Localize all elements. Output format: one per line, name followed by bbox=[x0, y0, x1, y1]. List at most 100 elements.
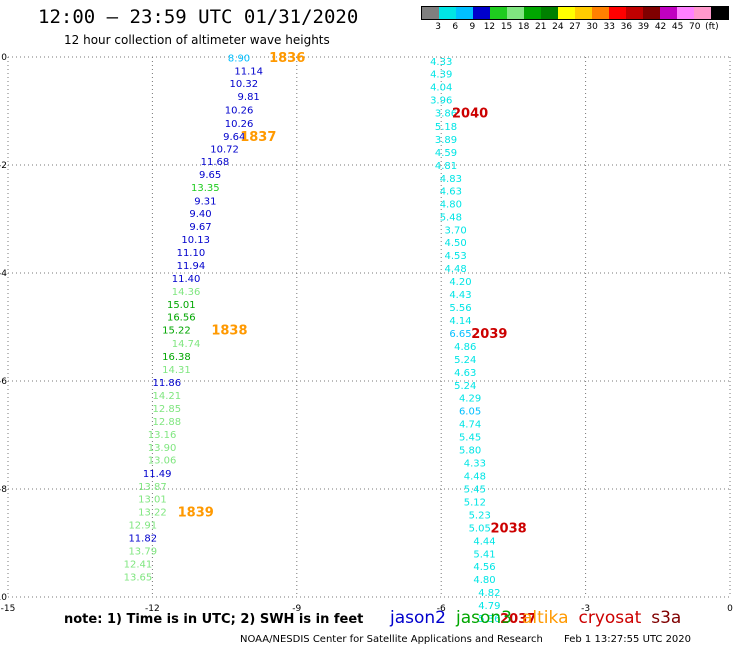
wave-height-point: 4.14 bbox=[449, 316, 471, 327]
wave-height-point: 10.13 bbox=[181, 235, 210, 246]
mission-legend-item: s3a bbox=[651, 608, 682, 628]
color-swatch bbox=[694, 7, 711, 19]
wave-height-point: 5.18 bbox=[435, 122, 457, 133]
y-tick-label: 0 bbox=[1, 53, 7, 63]
color-swatch bbox=[711, 7, 728, 19]
wave-height-point: 5.80 bbox=[459, 446, 481, 457]
wave-height-point: 11.10 bbox=[177, 248, 206, 259]
color-swatch bbox=[524, 7, 541, 19]
color-scale-tick: 70 bbox=[689, 22, 701, 32]
wave-height-point: 4.74 bbox=[459, 420, 481, 431]
wave-height-point: 5.45 bbox=[459, 433, 481, 444]
x-tick-label: -9 bbox=[292, 604, 301, 614]
wave-height-point: 4.20 bbox=[449, 277, 471, 288]
wave-height-point: 5.41 bbox=[473, 549, 495, 560]
wave-height-point: 14.31 bbox=[162, 365, 191, 376]
color-swatch bbox=[592, 7, 609, 19]
wave-height-point: 4.80 bbox=[473, 575, 495, 586]
wave-height-point: 4.48 bbox=[445, 264, 467, 275]
color-swatch bbox=[626, 7, 643, 19]
color-scale-tick: 15 bbox=[500, 22, 513, 32]
wave-height-point: 13.90 bbox=[148, 443, 177, 454]
color-swatch bbox=[575, 7, 592, 19]
color-scale-tick: 18 bbox=[517, 22, 530, 32]
wave-height-point: 4.82 bbox=[478, 588, 500, 599]
chart-axes: -15 -12 -9 -6 -3 0 0 -2 -4 -6 -8 -10 bbox=[0, 53, 733, 614]
wave-height-point: 9.65 bbox=[199, 170, 221, 181]
time-label: 2040 bbox=[452, 107, 488, 122]
y-tick-label: -4 bbox=[0, 269, 7, 279]
wave-height-point: 9.31 bbox=[194, 197, 216, 208]
wave-height-point: 4.63 bbox=[440, 186, 462, 197]
wave-height-point: 3.89 bbox=[435, 135, 457, 146]
time-label: 1839 bbox=[178, 506, 214, 521]
y-tick-label: -10 bbox=[0, 593, 7, 603]
time-label: 2038 bbox=[490, 521, 526, 536]
wave-height-point: 4.56 bbox=[473, 562, 495, 573]
wave-height-point: 9.81 bbox=[238, 92, 260, 103]
wave-height-point: 13.16 bbox=[148, 430, 177, 441]
wave-height-point: 4.86 bbox=[454, 342, 476, 353]
color-swatch bbox=[473, 7, 490, 19]
wave-height-point: 9.64 bbox=[223, 132, 245, 143]
color-scale-tick: 33 bbox=[603, 22, 615, 32]
wave-height-point: 11.14 bbox=[234, 67, 263, 78]
x-tick-label: -15 bbox=[1, 604, 16, 614]
wave-height-point: 11.82 bbox=[128, 534, 157, 545]
wave-height-point: 4.33 bbox=[430, 57, 452, 68]
wave-height-point: 4.39 bbox=[430, 70, 452, 81]
color-scale-tick: 42 bbox=[654, 22, 667, 32]
wave-height-point: 5.05 bbox=[469, 523, 491, 534]
wave-height-point: 5.36 bbox=[478, 614, 500, 625]
wave-height-point: 13.22 bbox=[138, 508, 167, 519]
time-label: 1836 bbox=[269, 51, 305, 66]
color-swatch bbox=[677, 7, 694, 19]
wave-height-point: 10.72 bbox=[210, 144, 239, 155]
units-note: note: 1) Time is in UTC; 2) SWH is in fe… bbox=[64, 612, 364, 627]
wave-height-point: 10.32 bbox=[230, 79, 259, 90]
wave-height-point: 13.06 bbox=[148, 455, 177, 466]
color-swatch bbox=[422, 7, 439, 19]
wave-height-point: 11.86 bbox=[153, 378, 182, 389]
color-scale-tick: 6 bbox=[452, 22, 459, 32]
footer: NOAA/NESDIS Center for Satellite Applica… bbox=[240, 634, 709, 645]
wave-height-point: 9.40 bbox=[189, 209, 211, 220]
color-scale-tick: 3 bbox=[435, 22, 441, 32]
wave-height-point: 4.63 bbox=[454, 368, 476, 379]
color-scale-tick: 45 bbox=[671, 22, 684, 32]
y-tick-label: -8 bbox=[0, 485, 7, 495]
wave-height-point: 4.48 bbox=[464, 472, 486, 483]
color-swatch bbox=[609, 7, 626, 19]
time-label: 1838 bbox=[211, 324, 247, 339]
wave-height-point: 5.24 bbox=[454, 381, 476, 392]
wave-height-point: 4.80 bbox=[440, 199, 462, 210]
wave-height-point: 16.38 bbox=[162, 352, 191, 363]
wave-height-point: 4.33 bbox=[464, 459, 486, 470]
wave-height-point: 5.56 bbox=[449, 303, 471, 314]
wave-height-point: 14.74 bbox=[172, 339, 201, 350]
color-swatch bbox=[456, 7, 473, 19]
wave-height-point: 11.94 bbox=[177, 261, 206, 272]
wave-height-point: 4.04 bbox=[430, 83, 452, 94]
wave-height-point: 11.49 bbox=[143, 469, 172, 480]
color-swatch bbox=[660, 7, 677, 19]
mission-legend-item: altika bbox=[522, 608, 569, 628]
color-scale-tick: 21 bbox=[535, 22, 547, 32]
timestamp-text: Feb 1 13:27:55 UTC 2020 bbox=[564, 634, 692, 645]
mission-legend-item: jason2 bbox=[390, 608, 446, 628]
wave-height-point: 4.81 bbox=[435, 161, 457, 172]
wave-height-point: 15.22 bbox=[162, 326, 191, 337]
color-scale-tick: (ft) bbox=[705, 22, 719, 32]
wave-height-point: 8.90 bbox=[228, 54, 250, 65]
wave-height-point: 5.24 bbox=[454, 355, 476, 366]
wave-height-point: 12.85 bbox=[153, 404, 182, 415]
wave-height-point: 13.65 bbox=[124, 572, 153, 583]
color-swatch bbox=[439, 7, 456, 19]
x-tick-label: -12 bbox=[145, 604, 160, 614]
color-swatch bbox=[507, 7, 524, 19]
wave-height-point: 6.05 bbox=[459, 407, 481, 418]
wave-height-point: 12.88 bbox=[153, 417, 182, 428]
wave-height-point: 13.87 bbox=[138, 482, 167, 493]
wave-height-point: 16.56 bbox=[167, 313, 196, 324]
